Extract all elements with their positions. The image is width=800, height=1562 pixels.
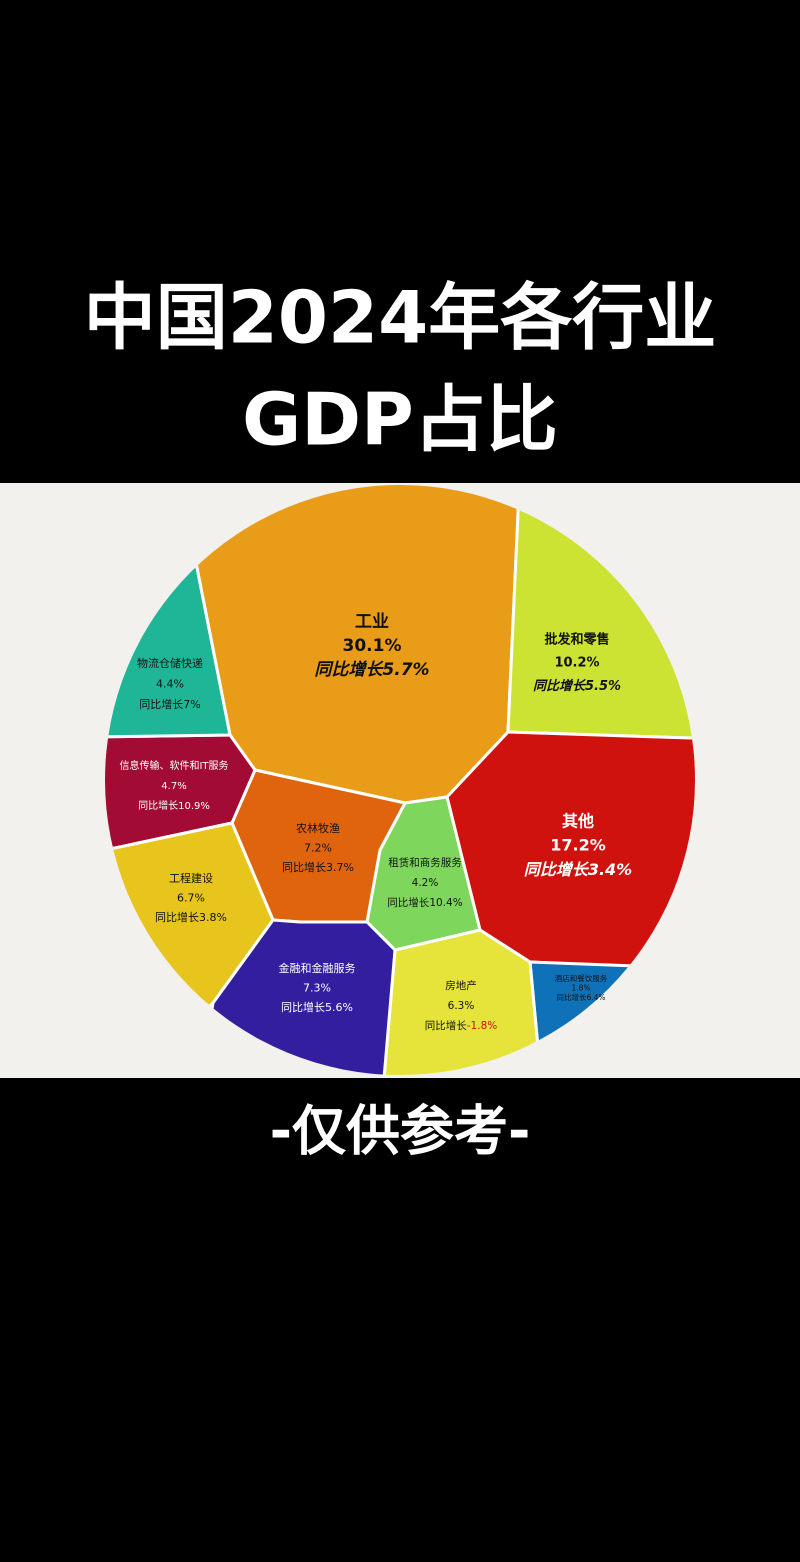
growth-value: 7% [183, 698, 200, 711]
category-label: 工程建设 [169, 871, 213, 885]
growth-label: 同比增长10.9% [138, 799, 210, 812]
value-label: 10.2% [554, 656, 599, 671]
growth-label: 同比增长3.8% [155, 910, 227, 924]
growth-label: 同比增长6.4% [556, 992, 605, 1002]
category-label: 房地产 [445, 979, 477, 992]
growth-label: 同比增长5.6% [281, 1000, 353, 1014]
growth-prefix: 同比增长 [282, 860, 326, 874]
value-label: 4.7% [161, 781, 186, 792]
value-label: 6.3% [448, 1000, 475, 1012]
labels: 工业30.1%同比增长5.7%批发和零售10.2%同比增长5.5%其他17.2%… [119, 612, 632, 1032]
growth-value: 10.9% [178, 801, 210, 812]
value-label: 7.3% [303, 982, 331, 995]
growth-label: 同比增长5.5% [533, 678, 621, 694]
growth-label: 同比增长-1.8% [425, 1019, 497, 1032]
growth-prefix: 同比增长 [314, 660, 384, 680]
category-label: 批发和零售 [544, 632, 609, 648]
growth-value: 5.7% [382, 660, 429, 680]
growth-label: 同比增长10.4% [387, 896, 462, 909]
chart-title: 中国2024年各行业 [84, 276, 716, 360]
category-label: 租赁和商务服务 [388, 856, 462, 869]
category-label: 物流仓储快递 [137, 656, 203, 670]
growth-prefix: 同比增长 [281, 1000, 325, 1014]
value-label: 4.2% [412, 877, 439, 889]
value-label: 7.2% [304, 842, 332, 855]
value-label: 4.4% [156, 678, 184, 691]
growth-value: -1.8% [467, 1020, 497, 1032]
growth-value: 5.5% [585, 679, 621, 694]
category-label: 酒店和餐饮服务 [555, 973, 608, 983]
growth-label: 同比增长3.7% [282, 860, 354, 874]
growth-label: 同比增长5.7% [314, 660, 429, 680]
growth-value: 10.4% [429, 897, 462, 909]
growth-prefix: 同比增长 [138, 799, 178, 812]
growth-value: 3.4% [588, 860, 632, 879]
footnote: -仅供参考- [270, 1100, 531, 1163]
chart-title: GDP占比 [242, 378, 558, 462]
growth-prefix: 同比增长 [533, 678, 587, 694]
growth-prefix: 同比增长 [524, 860, 590, 879]
value-label: 1.8% [571, 984, 590, 993]
growth-prefix: 同比增长 [387, 896, 429, 909]
growth-prefix: 同比增长 [155, 910, 199, 924]
category-label: 其他 [562, 812, 594, 831]
category-label: 工业 [355, 612, 389, 632]
growth-value: 5.6% [325, 1001, 353, 1014]
growth-label: 同比增长7% [139, 697, 200, 711]
growth-value: 3.7% [326, 861, 354, 874]
category-label: 农林牧渔 [296, 821, 340, 835]
growth-value: 3.8% [199, 911, 227, 924]
category-label: 金融和金融服务 [279, 961, 356, 975]
value-label: 30.1% [343, 636, 402, 656]
value-label: 6.7% [177, 892, 205, 905]
value-label: 17.2% [550, 836, 606, 855]
category-label: 信息传输、软件和IT服务 [119, 759, 228, 772]
growth-prefix: 同比增长 [425, 1019, 467, 1032]
growth-prefix: 同比增长 [556, 992, 586, 1002]
growth-label: 同比增长3.4% [524, 860, 632, 879]
growth-prefix: 同比增长 [139, 697, 183, 711]
growth-value: 6.4% [586, 993, 605, 1002]
